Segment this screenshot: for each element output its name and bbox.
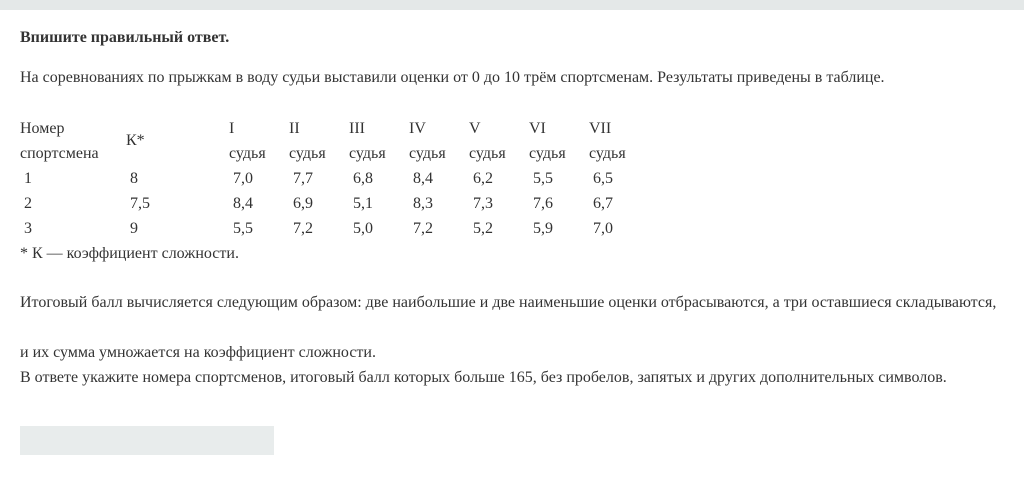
cell-score: 6,5 — [593, 170, 613, 187]
header-athlete-line2: спортсмена — [20, 145, 99, 162]
task-intro: На соревнованиях по прыжкам в воду судьи… — [20, 69, 885, 86]
header-judge-label: судья — [409, 145, 446, 162]
cell-k: 8 — [130, 170, 138, 187]
header-judge-number: I — [229, 120, 235, 137]
cell-score: 5,5 — [233, 220, 253, 237]
header-judge-number: VI — [529, 120, 546, 137]
cell-score: 7,2 — [293, 220, 313, 237]
task-paragraph-2: и их сумма умножается на коэффициент сло… — [20, 344, 376, 361]
header-judge-number: V — [469, 120, 481, 137]
header-judge-number: III — [349, 120, 365, 137]
header-k: К* — [126, 132, 145, 149]
cell-k: 9 — [130, 220, 138, 237]
answer-input[interactable] — [20, 426, 274, 455]
cell-score: 5,2 — [473, 220, 493, 237]
cell-score: 6,8 — [353, 170, 373, 187]
header-judge-label: судья — [529, 145, 566, 162]
header-judge-number: IV — [409, 120, 426, 137]
header-athlete-line1: Номер — [20, 120, 65, 137]
cell-score: 6,9 — [293, 195, 313, 212]
cell-score: 5,1 — [353, 195, 373, 212]
cell-k: 7,5 — [130, 195, 150, 212]
header-judge-number: II — [289, 120, 300, 137]
cell-score: 7,0 — [593, 220, 613, 237]
header-judge-label: судья — [349, 145, 386, 162]
cell-score: 7,0 — [233, 170, 253, 187]
cell-score: 7,3 — [473, 195, 493, 212]
task-paragraph-3: В ответе укажите номера спортсменов, ито… — [20, 369, 947, 386]
cell-score: 5,5 — [533, 170, 553, 187]
header-judge-label: судья — [229, 145, 266, 162]
header-judge-label: судья — [469, 145, 506, 162]
cell-athlete-number: 2 — [24, 195, 32, 212]
cell-score: 5,0 — [353, 220, 373, 237]
cell-score: 5,9 — [533, 220, 553, 237]
cell-score: 6,2 — [473, 170, 493, 187]
header-judge-label: судья — [589, 145, 626, 162]
table-footnote: * К — коэффициент сложности. — [20, 245, 239, 262]
cell-score: 8,3 — [413, 195, 433, 212]
cell-score: 7,2 — [413, 220, 433, 237]
cell-score: 7,6 — [533, 195, 553, 212]
task-paragraph-1: Итоговый балл вычисляется следующим обра… — [20, 294, 997, 311]
task-title: Впишите правильный ответ. — [20, 29, 230, 46]
cell-score: 6,7 — [593, 195, 613, 212]
cell-athlete-number: 1 — [24, 170, 32, 187]
cell-score: 8,4 — [413, 170, 433, 187]
cell-score: 8,4 — [233, 195, 253, 212]
cell-athlete-number: 3 — [24, 220, 32, 237]
cell-score: 7,7 — [293, 170, 313, 187]
header-judge-label: судья — [289, 145, 326, 162]
header-judge-number: VII — [589, 120, 612, 137]
top-bar — [0, 0, 1024, 10]
